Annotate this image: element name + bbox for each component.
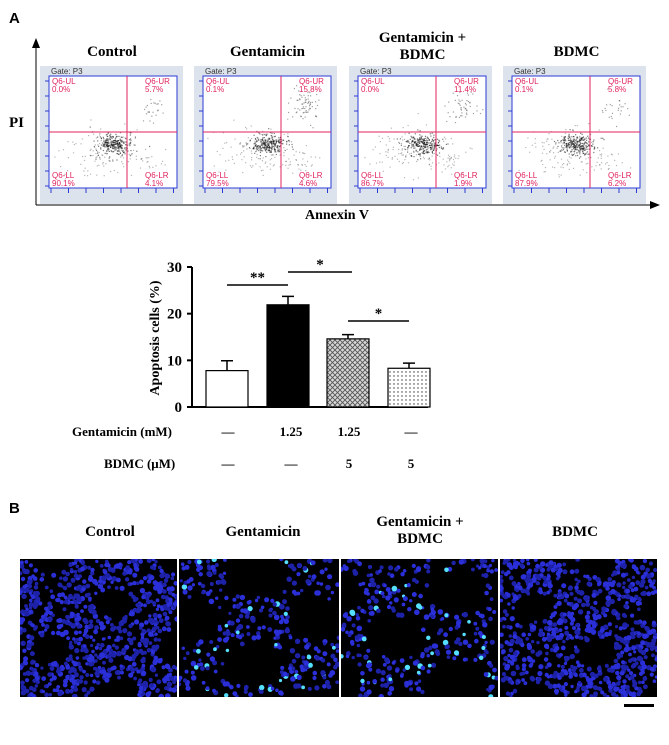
quadrant-ll-value: 90.1% <box>52 179 75 188</box>
panel-a-letter: A <box>9 10 20 27</box>
gate-label: Gate: P3 <box>360 67 392 76</box>
cell-bdmc-3: 5 <box>345 456 353 471</box>
quadrant-ll-value: 79.5% <box>206 179 229 188</box>
flow-plot-combo: Gate: P3 Q6-UL 0.0% Q6-UR 11.4% Q6-LL 86.7% Q6-… <box>349 66 492 204</box>
bar-2 <box>266 304 310 408</box>
flow-title-gentamicin: Gentamicin <box>230 44 305 60</box>
quadrant-ul-value: 0.0% <box>361 85 379 94</box>
quadrant-ur-value: 15.8% <box>299 85 322 94</box>
cell-bdmc-4: 5 <box>407 456 415 471</box>
flow-x-label: Annexin V <box>305 208 369 223</box>
error-bar-1 <box>221 360 233 371</box>
cell-gent-4: — <box>404 424 418 439</box>
flow-plot-bdmc: Gate: P3 Q6-UL 0.1% Q6-UR 5.8% Q6-LL 87.9% Q6-L… <box>503 66 646 204</box>
quadrant-ur-value: 11.4% <box>454 85 476 94</box>
event-dots <box>364 91 484 181</box>
quadrant-ll-value: 86.7% <box>361 179 384 188</box>
y-tick-label: 20 <box>167 307 182 323</box>
quadrant-ul-value: 0.1% <box>206 85 224 94</box>
bar-4 <box>387 367 431 408</box>
quadrant-lr-label: Q6-LR <box>608 171 632 180</box>
y-tick-label: 30 <box>167 260 182 276</box>
significance-label-1: ** <box>250 270 265 286</box>
quadrant-ll-value: 87.9% <box>515 179 538 188</box>
quadrant-ul-label: Q6-UL <box>361 77 385 86</box>
row-label-gentamicin: Gentamicin (mM) <box>72 424 173 439</box>
cell-gent-1: — <box>221 424 235 439</box>
quadrant-ll-label: Q6-LL <box>52 171 75 180</box>
nuclei <box>338 557 500 700</box>
quadrant-ul-value: 0.0% <box>52 85 70 94</box>
flow-y-label: PI <box>9 115 24 131</box>
nuclei <box>497 556 660 699</box>
micrograph-control <box>17 557 180 700</box>
micro-title-bdmc: BDMC <box>552 524 598 540</box>
cell-gent-2: 1.25 <box>279 424 303 439</box>
bar-y-label: Apoptosis cells (%) <box>148 280 163 396</box>
flow-title-bdmc: BDMC <box>553 44 600 60</box>
flow-title-control: Control <box>87 44 137 60</box>
gate-label: Gate: P3 <box>51 67 83 76</box>
panel-b-letter: B <box>9 500 20 517</box>
quadrant-lr-value: 1.9% <box>454 179 472 188</box>
cell-gent-3: 1.25 <box>337 424 361 439</box>
event-dots <box>207 85 321 176</box>
quadrant-ur-value: 5.8% <box>608 85 626 94</box>
micrograph-combo <box>338 557 500 700</box>
gate-label: Gate: P3 <box>514 67 546 76</box>
bar-1 <box>205 369 249 408</box>
quadrant-ll-label: Q6-LL <box>206 171 229 180</box>
scale-bar <box>624 704 654 707</box>
quadrant-ur-label: Q6-UR <box>145 77 170 86</box>
significance-label-2: * <box>316 257 324 273</box>
y-tick-label: 0 <box>175 400 183 416</box>
gate-label: Gate: P3 <box>205 67 237 76</box>
flow-title-combo: Gentamicin + BDMC <box>378 30 467 63</box>
error-bar-3 <box>342 333 354 339</box>
quadrant-lr-label: Q6-LR <box>454 171 478 180</box>
bar-3 <box>326 338 370 408</box>
row-label-bdmc: BDMC (μM) <box>104 456 176 471</box>
significance-label-3: * <box>375 306 383 322</box>
flow-plot-control: Gate: P3 Q6-UL 0.0% Q6-UR 5.7% Q6-LL 90.1% Q6-L… <box>40 66 183 204</box>
quadrant-ur-label: Q6-UR <box>608 77 633 86</box>
quadrant-ur-label: Q6-UR <box>299 77 324 86</box>
error-bar-4 <box>403 362 415 369</box>
cell-bdmc-1: — <box>221 456 235 471</box>
event-dots <box>518 88 632 178</box>
quadrant-ul-label: Q6-UL <box>206 77 230 86</box>
quadrant-lr-label: Q6-LR <box>145 171 169 180</box>
micrograph-gentamicin <box>176 556 341 698</box>
quadrant-lr-value: 4.6% <box>299 179 317 188</box>
nuclei <box>176 556 341 698</box>
flow-axes <box>32 38 660 209</box>
nuclei <box>17 557 180 700</box>
quadrant-lr-label: Q6-LR <box>299 171 323 180</box>
micro-title-gentamicin: Gentamicin <box>225 524 301 540</box>
micrograph-bdmc <box>497 556 660 699</box>
quadrant-lr-value: 6.2% <box>608 179 626 188</box>
flow-plot-gentamicin: Gate: P3 Q6-UL 0.1% Q6-UR 15.8% Q6-LL 79.5% Q6-… <box>194 66 337 204</box>
cell-bdmc-2: — <box>284 456 298 471</box>
error-bar-2 <box>282 295 294 305</box>
quadrant-lr-value: 4.1% <box>145 179 163 188</box>
quadrant-ll-label: Q6-LL <box>361 171 384 180</box>
quadrant-ll-label: Q6-LL <box>515 171 538 180</box>
event-dots <box>54 98 167 180</box>
quadrant-ul-label: Q6-UL <box>515 77 539 86</box>
quadrant-ur-label: Q6-UR <box>454 77 479 86</box>
micro-title-combo: Gentamicin + BDMC <box>376 514 464 547</box>
quadrant-ul-label: Q6-UL <box>52 77 76 86</box>
micro-title-control: Control <box>85 524 135 540</box>
quadrant-ul-value: 0.1% <box>515 85 533 94</box>
y-tick-label: 10 <box>167 353 182 369</box>
quadrant-ur-value: 5.7% <box>145 85 163 94</box>
